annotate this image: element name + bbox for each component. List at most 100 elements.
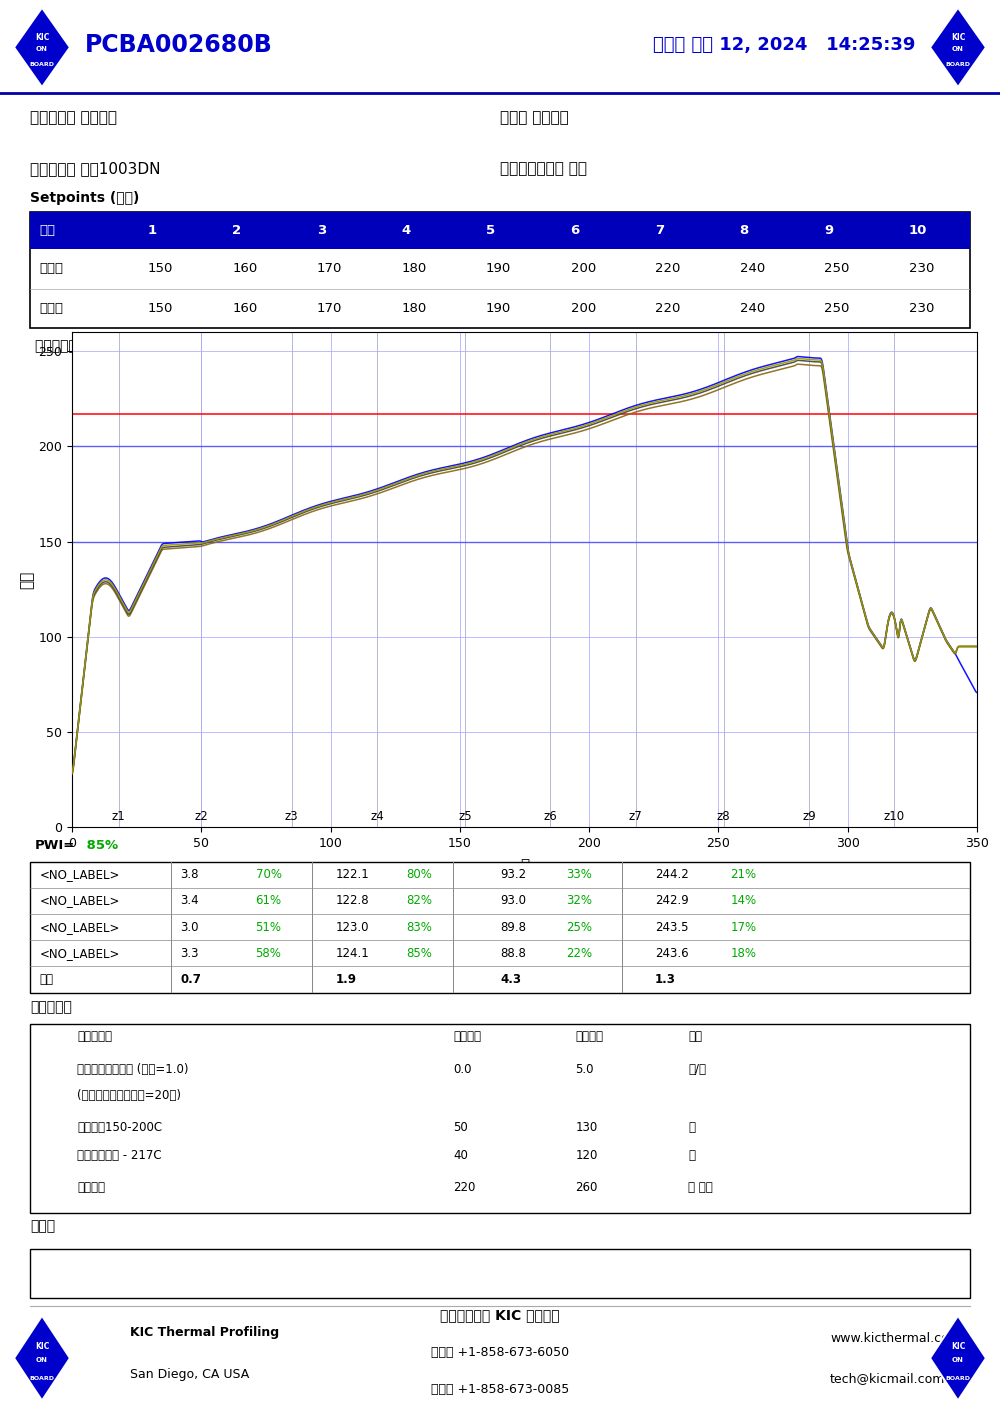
Text: <NO_LABEL>: <NO_LABEL> [39,947,120,960]
Bar [30,212,970,328]
Text: 124.1: 124.1 [336,947,369,960]
Text: 1: 1 [148,225,157,238]
Text: 3.8: 3.8 [180,868,199,881]
Text: 85%: 85% [82,840,118,853]
Text: 17%: 17% [730,921,756,933]
Text: 星期五 一月 12, 2024   14:25:39: 星期五 一月 12, 2024 14:25:39 [653,37,915,55]
Text: 8: 8 [740,225,749,238]
Text: KIC: KIC [35,34,49,42]
Text: 3: 3 [317,225,326,238]
Text: 最低界限: 最低界限 [453,1031,481,1044]
Text: 传送带速度 (公分/分):  80.0: 传送带速度 (公分/分): 80.0 [35,338,166,352]
Text: 85%: 85% [406,947,432,960]
Text: z8: z8 [717,810,730,823]
Text: 230: 230 [909,263,934,276]
Text: 秒: 秒 [688,1148,695,1162]
Text: 上温区: 上温区 [39,263,63,276]
Text: 243.6: 243.6 [655,947,689,960]
Text: 200: 200 [570,301,596,315]
Text: 描述：: 描述： [30,1220,55,1233]
Text: 地点： 深圳石岩: 地点： 深圳石岩 [500,110,569,126]
Text: 10: 10 [909,225,927,238]
Text: 公司名称： 科信精密: 公司名称： 科信精密 [30,110,117,126]
Text: tech@kicmail.com: tech@kicmail.com [830,1372,945,1384]
Text: 130: 130 [575,1121,597,1134]
Text: 下温区: 下温区 [39,301,63,315]
Text: 4.3: 4.3 [500,973,521,986]
Text: 93.2: 93.2 [500,868,526,881]
Text: KIC Thermal Profiling: KIC Thermal Profiling [130,1326,279,1339]
Text: 统计数名称: 统计数名称 [77,1031,112,1044]
Text: z5: z5 [458,810,472,823]
Text: BOARD: BOARD [946,1376,970,1380]
Text: San Diego, CA USA: San Diego, CA USA [130,1369,249,1381]
Text: 58%: 58% [256,947,281,960]
Polygon shape [930,1315,986,1401]
Text: 0.0: 0.0 [453,1063,472,1076]
Text: 18%: 18% [730,947,756,960]
Text: 温度曲线是由 KIC 科技所得: 温度曲线是由 KIC 科技所得 [440,1309,560,1322]
Text: 电话： +1-858-673-6050: 电话： +1-858-673-6050 [431,1346,569,1359]
Text: 温区: 温区 [39,225,55,238]
Text: 89.8: 89.8 [500,921,526,933]
Text: 242.9: 242.9 [655,895,689,908]
Text: 5.0: 5.0 [575,1063,594,1076]
Text: z10: z10 [884,810,905,823]
Text: 170: 170 [317,301,342,315]
Text: 160: 160 [232,301,257,315]
Text: 1.9: 1.9 [336,973,356,986]
Text: 150: 150 [148,301,173,315]
Text: 25%: 25% [566,921,592,933]
Text: z3: z3 [285,810,299,823]
Text: 170: 170 [317,263,342,276]
Bar [30,861,970,993]
Text: 150: 150 [148,263,173,276]
Text: 122.1: 122.1 [336,868,369,881]
Text: 50: 50 [453,1121,468,1134]
Text: z4: z4 [370,810,384,823]
Text: <NO_LABEL>: <NO_LABEL> [39,921,120,933]
Text: 120: 120 [575,1148,598,1162]
Text: PCBA002680B: PCBA002680B [85,34,273,58]
Text: z2: z2 [194,810,208,823]
Text: (计算斜率的时间距离=20秒): (计算斜率的时间距离=20秒) [77,1089,181,1102]
Text: z9: z9 [802,810,816,823]
Text: 160: 160 [232,263,257,276]
Polygon shape [14,1315,70,1401]
X-axis label: 秒: 秒 [520,858,529,874]
Text: 82%: 82% [406,895,432,908]
Text: 3.0: 3.0 [180,921,199,933]
Text: 243.5: 243.5 [655,921,689,933]
Text: 最高界限: 最高界限 [575,1031,603,1044]
Text: KIC: KIC [951,1342,965,1352]
Text: 240: 240 [740,301,765,315]
Text: 70%: 70% [256,868,282,881]
Text: 制程界限：: 制程界限： [30,1001,72,1014]
Text: 最高温度上升斜率 (目标=1.0): 最高温度上升斜率 (目标=1.0) [77,1063,188,1076]
Text: 250: 250 [824,301,850,315]
Text: 单位: 单位 [688,1031,702,1044]
Text: 1.3: 1.3 [655,973,676,986]
Text: 260: 260 [575,1181,598,1193]
Text: 61%: 61% [256,895,282,908]
Bar [30,212,970,249]
Text: <NO_LABEL>: <NO_LABEL> [39,868,120,881]
Text: 88.8: 88.8 [500,947,526,960]
Text: 122.8: 122.8 [336,895,369,908]
Text: 250: 250 [824,263,850,276]
Text: 制程界限名称： 无铅: 制程界限名称： 无铅 [500,161,587,177]
Text: 190: 190 [486,301,511,315]
Y-axis label: 摄氏: 摄氏 [19,571,34,588]
Text: <NO_LABEL>: <NO_LABEL> [39,895,120,908]
Text: 5: 5 [486,225,495,238]
Text: ON: ON [36,47,48,52]
Text: 最高温度: 最高温度 [77,1181,105,1193]
Text: 200: 200 [570,263,596,276]
Polygon shape [930,7,986,88]
Text: KIC: KIC [951,34,965,42]
Text: 0.7: 0.7 [180,973,201,986]
Text: 190: 190 [486,263,511,276]
Text: 炉子名称： 浩嬝1003DN: 炉子名称： 浩嬝1003DN [30,161,160,177]
Text: 传真： +1-858-673-0085: 传真： +1-858-673-0085 [431,1383,569,1396]
Text: 51%: 51% [256,921,282,933]
